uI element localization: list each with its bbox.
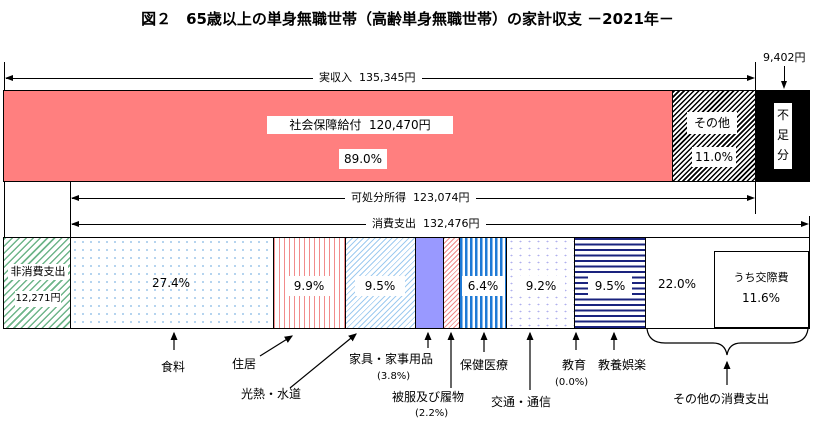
arrow-right-icon [747,75,755,81]
label-other-consumption: その他の消費支出 [673,392,770,406]
medical-pct: 6.4% [462,276,504,296]
segment-food: 27.4% [70,237,275,329]
arrow-down-icon [781,81,787,89]
social-security-label: 社会保障給付 120,470円 [267,116,453,134]
arrow-right-icon [747,195,755,201]
arrow-right-icon [801,221,809,227]
housing-pct: 9.9% [287,276,331,296]
deficit-callout-line [784,66,785,82]
social-security-pct: 89.0% [339,149,387,169]
disposable-income-label: 可処分所得 123,074円 [345,191,476,205]
income-span-left-tick [4,62,5,90]
other-income-pct: 11.0% [692,147,736,167]
utilities-pct: 9.5% [355,276,405,296]
left-border-tick [4,182,5,238]
transport-pct: 9.2% [517,276,565,296]
segment-other-consumption: 22.0% うち交際費 11.6% [645,237,810,329]
segment-non-consumption: 非消費支出 12,271円 [3,237,72,329]
segment-transport: 9.2% [506,237,576,329]
label-culture: 教養娯楽 [598,358,647,372]
segment-furniture [415,237,445,329]
other-income-label: その他 [687,112,737,134]
segment-social-security: 社会保障給付 120,470円 89.0% [3,90,674,182]
label-medical: 保健医療 [460,358,509,372]
deficit-value: 9,402円 [763,51,806,65]
entertainment-subbox: うち交際費 11.6% [714,251,809,328]
label-furniture-pct: (3.8%) [377,371,411,382]
label-education: 教育 [562,358,587,372]
non-consumption-value: 12,271円 [15,291,61,307]
segment-utilities: 9.5% [345,237,417,329]
consumption-total-label: 消費支出 132,476円 [366,217,486,231]
chart-title: 図２ 65歳以上の単身無職世帯（高齢単身無職世帯）の家計収支 －2021年－ [141,10,674,28]
arrow-left-icon [71,221,79,227]
culture-pct: 9.5% [588,276,632,296]
food-pct: 27.4% [151,276,191,290]
label-clothing: 被服及び履物 [392,390,465,404]
label-food: 食料 [161,360,186,374]
non-consumption-label: 非消費支出 [8,264,68,280]
entertainment-label: うち交際費 [715,270,807,286]
consumption-right-tick [809,216,810,238]
segment-housing: 9.9% [273,237,347,329]
segment-deficit: 不 足 分 [755,90,810,182]
disposable-left-tick [70,182,71,237]
arrow-left-icon [5,75,13,81]
label-utilities: 光熱・水道 [241,387,302,401]
label-education-pct: (0.0%) [555,377,589,388]
income-total-label: 実収入 135,345円 [313,71,422,85]
segment-medical: 6.4% [459,237,508,329]
deficit-label: 不 足 分 [774,103,792,169]
label-furniture: 家具・家事用品 [349,352,434,366]
segment-other-income: その他 11.0% [672,90,757,182]
label-housing: 住居 [232,357,257,371]
label-clothing-pct: (2.2%) [415,408,449,419]
other-consumption-pct: 22.0% [654,276,700,294]
label-transport: 交通・通信 [491,395,552,409]
arrow-left-icon [71,195,79,201]
entertainment-pct: 11.6% [715,290,807,306]
